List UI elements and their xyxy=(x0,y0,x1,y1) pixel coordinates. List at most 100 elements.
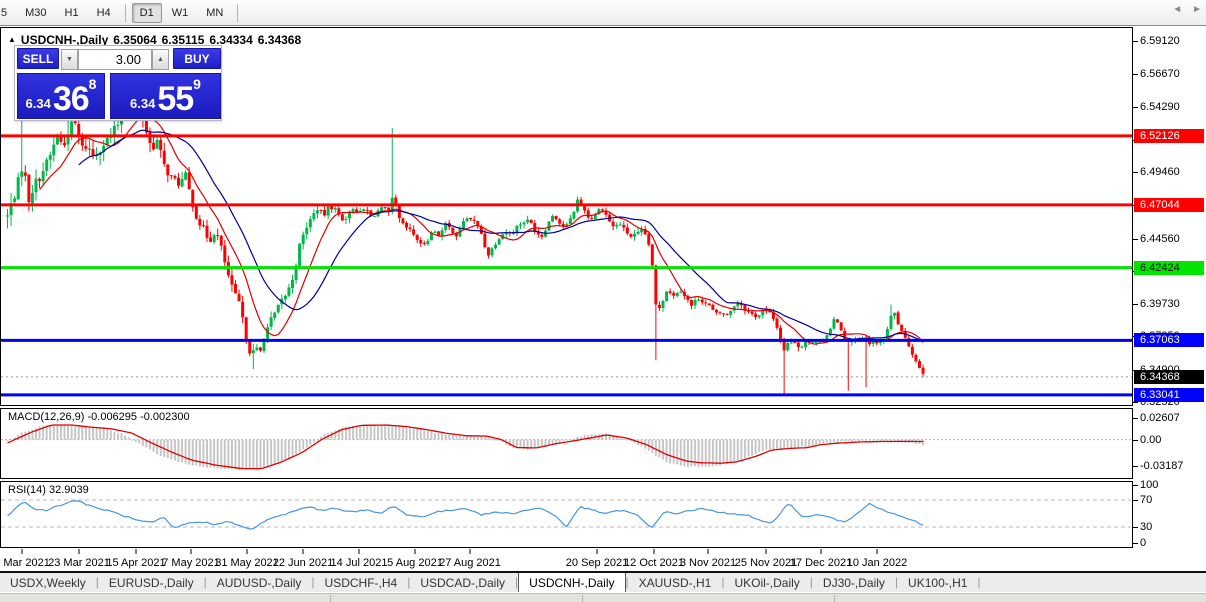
price-tick-label: 6.44560 xyxy=(1140,232,1180,245)
macd-histogram xyxy=(1,424,1131,470)
date-tick-label: 14 Jul 2021 xyxy=(330,557,388,569)
price-tick-label: 6.39730 xyxy=(1140,298,1180,311)
timeframe-button-d1[interactable]: D1 xyxy=(131,2,162,23)
date-tick-label: 12 Oct 2021 xyxy=(624,557,684,569)
volume-increase-button[interactable]: ▲ xyxy=(152,49,169,70)
date-tick-label: 27 Aug 2021 xyxy=(439,557,501,569)
tab-usdcad-daily[interactable]: USDCAD-,Daily xyxy=(420,576,506,590)
chart-tab-bar: USDX,Weekly | EURUSD-,Daily | AUDUSD-,Daily |… xyxy=(0,571,1206,592)
axis-tick-mark xyxy=(1133,238,1138,240)
ma-slow-line xyxy=(78,129,924,342)
date-tick-label: 22 Jun 2021 xyxy=(272,557,334,569)
price-level-tag: 6.52126 xyxy=(1134,128,1204,143)
axis-tick-mark xyxy=(1133,418,1138,419)
tab-usdx-weekly[interactable]: USDX,Weekly xyxy=(10,576,86,590)
axis-tick-mark xyxy=(1133,465,1138,467)
tab-dj30-daily[interactable]: DJ30-,Daily xyxy=(822,576,885,590)
timeframe-button-w1[interactable]: W1 xyxy=(171,6,189,19)
axis-tick-mark xyxy=(1133,527,1138,528)
date-tick-label: 1 Mar 2021 xyxy=(0,557,50,569)
axis-tick-mark xyxy=(1133,543,1138,544)
macd-panel-frame xyxy=(0,408,1133,479)
date-tick-label: 17 Dec 2021 xyxy=(789,557,853,569)
tab-audusd-daily[interactable]: AUDUSD-,Daily xyxy=(216,576,302,590)
rsi-tick-label: 0 xyxy=(1140,537,1147,549)
rsi-tick-label: 30 xyxy=(1140,521,1153,533)
timeframe-button-m30[interactable]: M30 xyxy=(25,6,47,19)
price-level-tag: 6.42424 xyxy=(1134,260,1204,275)
tab-separator: | xyxy=(407,575,411,589)
price-axis[interactable]: 6.591206.566706.542906.518406.494606.470… xyxy=(1133,27,1206,570)
tab-scroll-left-icon[interactable]: ◄ xyxy=(1172,4,1183,15)
tab-separator: | xyxy=(515,575,519,589)
status-bar xyxy=(0,593,1206,602)
sell-button[interactable]: SELL xyxy=(17,48,59,69)
tab-uk100-h1[interactable]: UK100-,H1 xyxy=(908,576,968,590)
date-tick-label: 5 Aug 2021 xyxy=(387,557,443,569)
date-tick-label: 31 May 2021 xyxy=(215,557,279,569)
date-tick-label: 23 Mar 2021 xyxy=(48,557,110,569)
status-bar-divider xyxy=(330,595,331,602)
tab-ukoil-daily[interactable]: UKOil-,Daily xyxy=(734,576,800,590)
axis-tick-mark xyxy=(1133,485,1138,486)
timeframe-toolbar: 5 M30 H1 H4 D1 W1 MN xyxy=(0,0,1206,26)
buy-price-big: 55 xyxy=(157,80,194,118)
chart-plot-area[interactable] xyxy=(0,27,1133,570)
one-click-trading-panel: SELL ▼ ▲ BUY 6.34 36 8 6.34 55 9 xyxy=(14,45,222,121)
ma-fast-line xyxy=(39,115,924,345)
rsi-indicator-label: RSI(14) 32.9039 xyxy=(8,484,89,496)
tab-separator: | xyxy=(721,575,725,589)
sell-price-box[interactable]: 6.34 36 8 xyxy=(17,73,105,119)
tab-scroll-right-icon[interactable]: ► xyxy=(1192,4,1202,15)
axis-tick-mark xyxy=(1133,304,1138,306)
buy-price-box[interactable]: 6.34 55 9 xyxy=(110,73,221,119)
price-tick-label: 6.54290 xyxy=(1140,100,1180,113)
price-tick-label: 6.56670 xyxy=(1140,68,1180,81)
tab-separator: | xyxy=(95,575,99,589)
timeframe-button-5[interactable]: 5 xyxy=(1,6,8,19)
price-tick-label: 6.49460 xyxy=(1140,166,1180,179)
rsi-tick-label: 100 xyxy=(1140,479,1159,491)
tab-xauusd-h1[interactable]: XAUUSD-,H1 xyxy=(638,576,712,590)
volume-decrease-button[interactable]: ▼ xyxy=(61,49,78,70)
main-panel-frame xyxy=(0,27,1133,406)
buy-price-pips: 9 xyxy=(193,76,201,92)
quote-close: 6.34368 xyxy=(257,33,302,47)
tab-separator: | xyxy=(977,575,981,589)
buy-price-prefix: 6.34 xyxy=(130,96,156,111)
chart-symbol-period: USDCNH-,Daily xyxy=(20,33,109,47)
status-bar-divider xyxy=(834,595,835,602)
collapse-triangle-icon[interactable]: ▲ xyxy=(8,34,16,44)
timeframe-button-mn[interactable]: MN xyxy=(206,6,224,19)
macd-tick-label: 0.02607 xyxy=(1140,412,1180,424)
axis-tick-mark xyxy=(1133,439,1138,441)
macd-signal-line xyxy=(7,424,924,470)
toolbar-separator xyxy=(237,3,239,22)
tab-usdchf-h4[interactable]: USDCHF-,H4 xyxy=(324,576,398,590)
chart-canvas[interactable] xyxy=(0,27,1133,570)
tab-separator: | xyxy=(203,575,207,589)
tab-eurusd-daily[interactable]: EURUSD-,Daily xyxy=(108,576,194,590)
chart-title: ▲ USDCNH-,Daily 6.35064 6.35115 6.34334 … xyxy=(8,33,301,47)
timeframe-button-h1[interactable]: H1 xyxy=(64,6,79,19)
price-level-tag: 6.47044 xyxy=(1134,197,1204,212)
axis-tick-mark xyxy=(1133,500,1138,501)
sell-price-prefix: 6.34 xyxy=(25,96,51,111)
tab-separator: | xyxy=(311,575,315,589)
toolbar-separator xyxy=(124,3,126,22)
timeframe-button-h4[interactable]: H4 xyxy=(96,6,111,19)
volume-input[interactable] xyxy=(78,49,152,70)
sell-price-pips: 8 xyxy=(88,76,97,92)
date-tick-label: 20 Sep 2021 xyxy=(565,557,629,569)
buy-button[interactable]: BUY xyxy=(173,48,221,69)
tab-usdcnh-daily[interactable]: USDCNH-,Daily xyxy=(518,573,626,592)
price-level-tag: 6.37063 xyxy=(1134,333,1204,348)
axis-tick-mark xyxy=(1133,106,1138,108)
date-tick-label: 10 Jan 2022 xyxy=(846,557,908,569)
tab-separator: | xyxy=(809,575,813,589)
axis-tick-mark xyxy=(1133,402,1138,403)
status-bar-divider xyxy=(582,595,583,602)
axis-tick-mark xyxy=(1133,74,1138,76)
quote-low: 6.34334 xyxy=(209,33,253,47)
